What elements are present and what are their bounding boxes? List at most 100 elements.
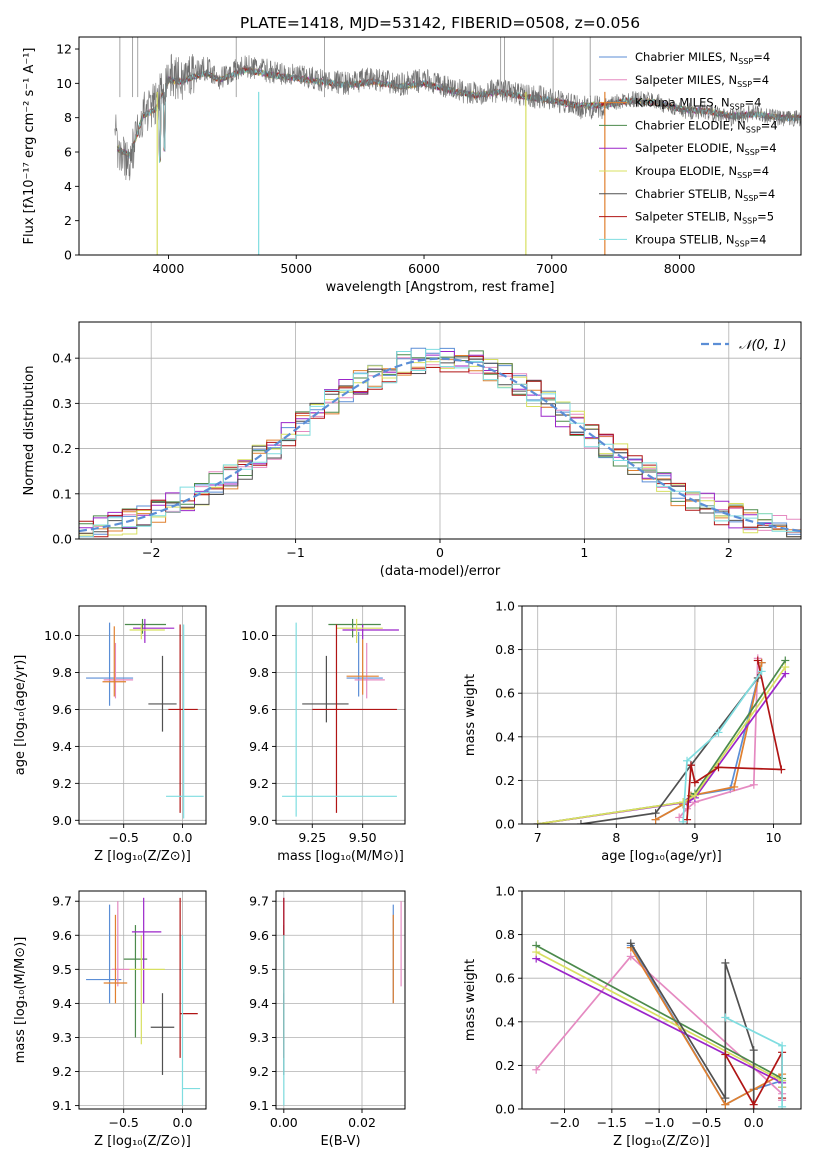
x-tick-label: −2.0 — [549, 1115, 579, 1130]
axes-frame — [78, 605, 207, 825]
legend-label-0: Chabrier MILES, NSSP=4 — [635, 50, 770, 66]
y-tick-label: 9.6 — [52, 702, 72, 717]
legend-label-7: Salpeter STELIB, NSSP=5 — [635, 210, 774, 226]
y-tick-label: 9.5 — [52, 962, 72, 977]
histogram-8 — [79, 348, 801, 538]
y-tick-label: 0.4 — [495, 1014, 515, 1029]
y-axis-label: Flux [fλ10⁻¹⁷ erg cm⁻² s⁻¹ A⁻¹] — [22, 48, 37, 245]
y-tick-label: 9.2 — [249, 776, 269, 791]
axes-frame — [521, 890, 802, 1110]
x-tick-label: 0.00 — [270, 1115, 298, 1130]
x-axis-label: age [log₁₀(age/yr)] — [601, 849, 722, 864]
legend-label-3: Chabrier ELODIE, NSSP=4 — [635, 118, 778, 134]
x-tick-label: −0.5 — [109, 830, 139, 845]
y-tick-label: 9.8 — [52, 665, 72, 680]
y-tick-label: 6 — [64, 145, 72, 160]
x-tick-label: −1.0 — [644, 1115, 674, 1130]
y-tick-label: 9.0 — [249, 813, 269, 828]
plot-area-massweight-vs-Z — [532, 939, 787, 1109]
x-tick-label: 0.0 — [173, 1115, 193, 1130]
y-tick-label: 9.7 — [52, 894, 72, 909]
x-tick-label: 6000 — [408, 261, 440, 276]
y-tick-label: 1.0 — [495, 884, 515, 899]
y-tick-label: 0.3 — [52, 396, 72, 411]
y-tick-label: 0.0 — [52, 532, 72, 547]
y-tick-label: 0.0 — [495, 1102, 515, 1117]
plot-area-spectrum — [114, 37, 801, 255]
panel-spectrum: 4000 5000 6000 7000 8000 0 2 4 6 8 10 12 wavelength … — [22, 36, 802, 295]
legend-label-1: Salpeter MILES, NSSP=4 — [635, 73, 769, 89]
y-tick-label: 10 — [56, 76, 72, 91]
x-axis-label: wavelength [Angstrom, rest frame] — [326, 280, 555, 295]
y-axis-label: mass weight — [463, 959, 478, 1041]
x-axis-label: Z [log₁₀(Z/Z⊙)] — [94, 1134, 191, 1149]
y-tick-label: 0.4 — [495, 729, 515, 744]
y-tick-label: 9.6 — [52, 928, 72, 943]
x-tick-label: 7000 — [536, 261, 568, 276]
y-tick-label: 0.8 — [495, 927, 515, 942]
y-tick-label: 0.1 — [52, 486, 72, 501]
y-axis-label: mass weight — [463, 674, 478, 756]
y-tick-label: 0.0 — [495, 817, 515, 832]
y-tick-label: 0 — [64, 248, 72, 263]
x-tick-label: −1.5 — [597, 1115, 627, 1130]
weight-line-7 — [686, 660, 783, 820]
weight-line-8 — [682, 670, 763, 822]
plot-area-mass-vs-Z — [86, 897, 201, 1106]
x-tick-label: 8 — [612, 830, 620, 845]
legend-label-4: Salpeter ELODIE, NSSP=4 — [635, 141, 777, 157]
y-tick-label: 4 — [64, 179, 72, 194]
y-axis-label: age [log₁₀(age/yr)] — [13, 655, 28, 776]
y-tick-label: 8 — [64, 110, 72, 125]
x-tick-label: −1 — [286, 545, 304, 560]
x-tick-label: −0.5 — [109, 1115, 139, 1130]
x-tick-label: 4000 — [153, 261, 185, 276]
x-axis-label: mass [log₁₀(M/M⊙)] — [277, 849, 404, 864]
y-tick-label: 0.8 — [495, 642, 515, 657]
x-tick-label: 7 — [534, 830, 542, 845]
legend-label-6: Chabrier STELIB, NSSP=4 — [635, 187, 775, 203]
x-tick-label: 8000 — [664, 261, 696, 276]
legend-label-2: Kroupa MILES, NSSP=4 — [635, 96, 761, 112]
legend-label-8: Kroupa STELIB, NSSP=4 — [635, 232, 766, 248]
panel-mass-vs-Z: −0.5 0.0 9.1 9.2 9.3 9.4 9.5 9.6 9.7 Z [log₁₀(Z/Z… — [13, 890, 207, 1149]
y-tick-label: 1.0 — [495, 599, 515, 614]
x-axis-label: (data-model)/error — [380, 564, 501, 579]
x-axis-label: Z [log₁₀(Z/Z⊙)] — [94, 849, 191, 864]
legend-label-5: Kroupa ELODIE, NSSP=4 — [635, 164, 769, 180]
y-axis-label: Normed distribution — [22, 366, 37, 496]
panel-age-vs-Z: −0.5 0.0 9.0 9.2 9.4 9.6 9.8 10.0 Z [log₁₀(Z/Z⊙)… — [13, 605, 207, 864]
x-tick-label: 5000 — [280, 261, 312, 276]
x-tick-label: 0.0 — [744, 1115, 764, 1130]
x-tick-label: 1 — [580, 545, 588, 560]
x-axis-label: E(B-V) — [320, 1134, 360, 1149]
x-tick-label: 10 — [766, 830, 782, 845]
plot-area-residuals — [79, 347, 801, 538]
panel-residuals: 𝒩(0, 1) −2 −1 0 1 2 0.0 0.1 0.2 0.3 0.4 (data-model… — [22, 321, 802, 579]
weight-line-6 — [580, 677, 759, 824]
y-tick-label: 9.1 — [52, 1098, 72, 1113]
y-tick-label: 12 — [56, 42, 72, 57]
x-tick-label: 0 — [436, 545, 444, 560]
normal-curve — [79, 357, 801, 533]
plot-area-mass-vs-EBV — [283, 897, 402, 1106]
y-tick-label: 9.1 — [249, 1098, 269, 1113]
y-tick-label: 9.2 — [52, 1064, 72, 1079]
y-tick-label: 9.8 — [249, 665, 269, 680]
axes-frame — [275, 890, 406, 1110]
y-tick-label: 9.4 — [249, 996, 269, 1011]
y-tick-label: 0.2 — [52, 441, 72, 456]
y-tick-label: 0.2 — [495, 1058, 515, 1073]
y-tick-label: 9.4 — [249, 739, 269, 754]
y-tick-label: 9.0 — [52, 813, 72, 828]
y-tick-label: 0.6 — [495, 971, 515, 986]
panel-massweight-vs-age: 7 8 9 10 0.0 0.2 0.4 0.6 0.8 1.0 age [log₁₀(age/yr… — [463, 599, 802, 864]
y-tick-label: 0.2 — [495, 773, 515, 788]
x-tick-label: −2 — [142, 545, 160, 560]
x-tick-label: 2 — [725, 545, 733, 560]
y-axis-label: mass [log₁₀(M/M⊙)] — [13, 937, 28, 1064]
y-tick-label: 9.3 — [249, 1030, 269, 1045]
figure-title: PLATE=1418, MJD=53142, FIBERID=0508, z=0… — [240, 14, 640, 32]
y-tick-label: 9.6 — [249, 702, 269, 717]
